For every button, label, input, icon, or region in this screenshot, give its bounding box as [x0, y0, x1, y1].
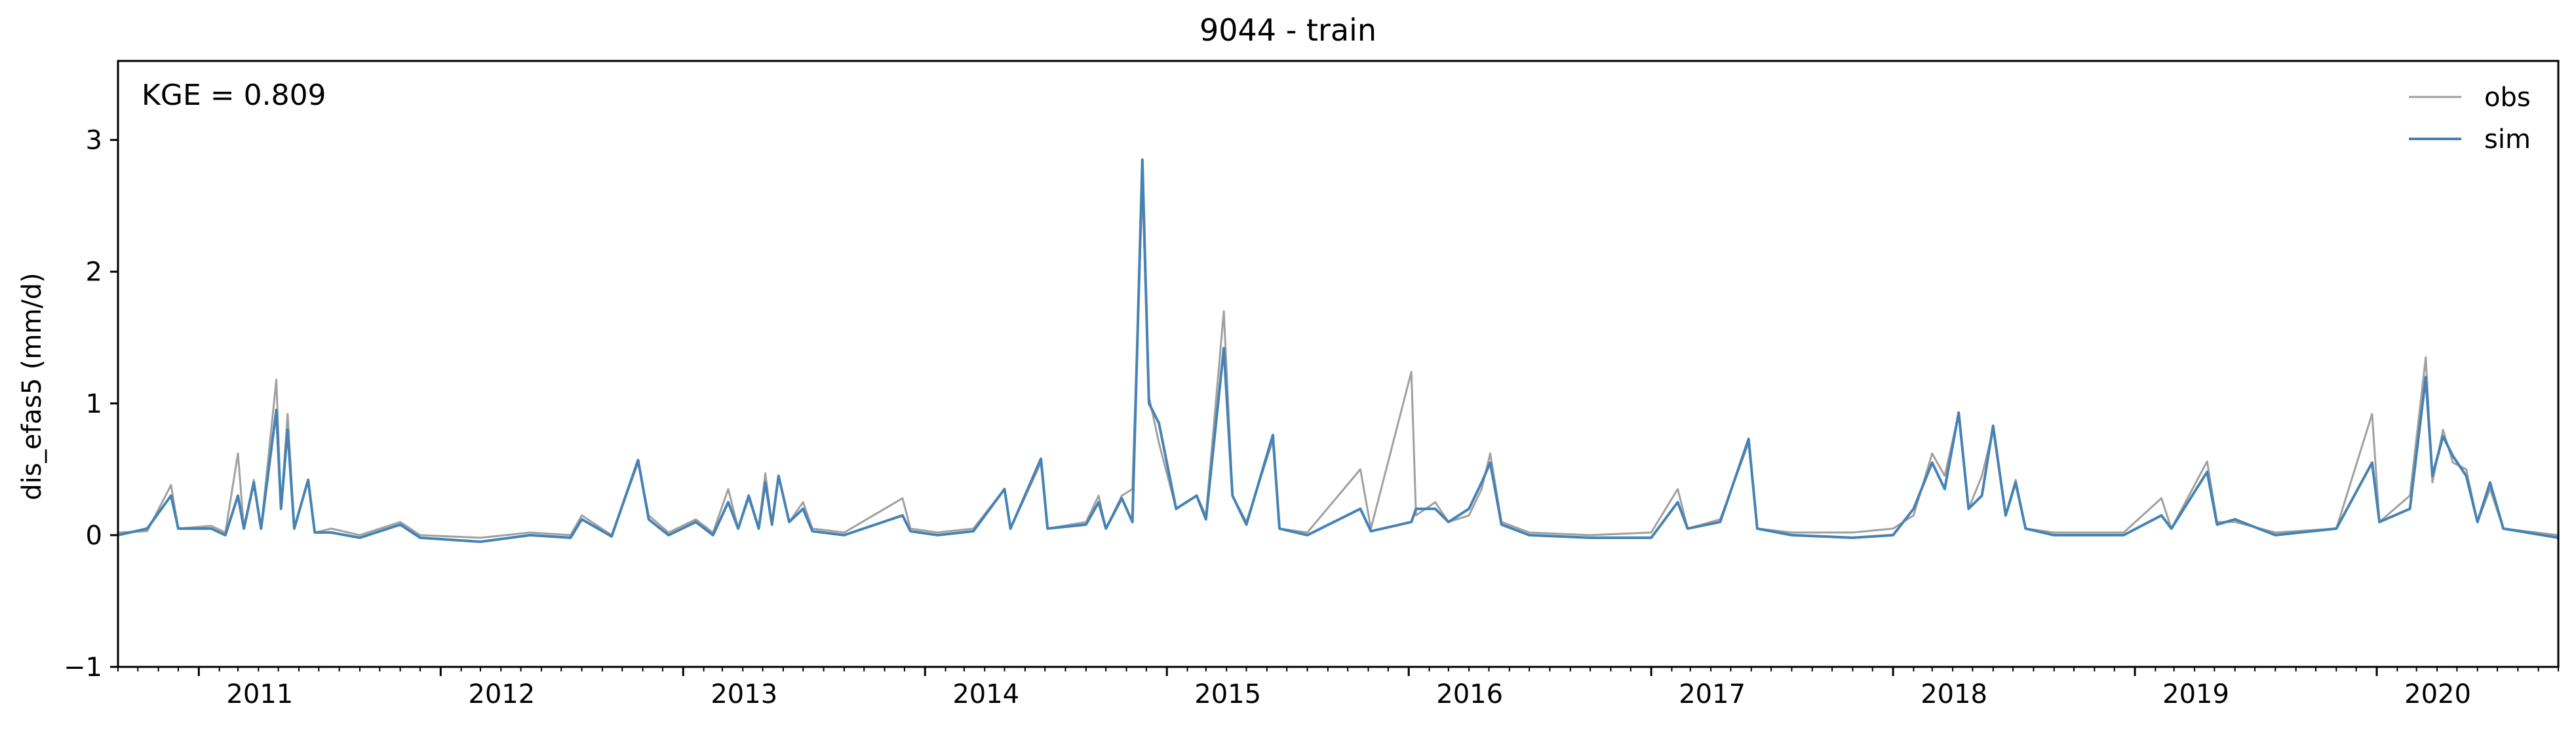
y-tick-label: 0	[86, 521, 102, 551]
legend-label-sim: sim	[2484, 124, 2531, 155]
x-tick-label: 2013	[711, 679, 777, 709]
chart-title: 9044 - train	[1200, 12, 1376, 48]
legend: obs sim	[2409, 83, 2531, 155]
x-tick-label: 2015	[1194, 679, 1261, 709]
x-tick-label: 2018	[1921, 679, 1987, 709]
series-line-sim	[117, 158, 2559, 543]
x-tick-label: 2020	[2404, 679, 2471, 709]
y-tick-label: 2	[86, 257, 102, 288]
axis-layer: −1 0 1 2 3 2011 2012 2013 2014 2015 2016 2017 2018 20…	[64, 126, 2559, 709]
legend-label-obs: obs	[2484, 83, 2531, 113]
x-tick-label: 2014	[952, 679, 1019, 709]
plot-frame	[117, 60, 2560, 668]
x-tick-label: 2019	[2162, 679, 2229, 709]
y-tick-label: 3	[86, 126, 102, 156]
x-tick-label: 2012	[468, 679, 535, 709]
kge-annotation: KGE = 0.809	[142, 79, 326, 112]
x-tick-label: 2011	[226, 679, 293, 709]
y-tick-label: 1	[86, 389, 102, 419]
y-axis-label: dis_efas5 (mm/d)	[17, 273, 47, 500]
series-layer	[117, 158, 2559, 543]
y-tick-label: −1	[64, 652, 102, 683]
x-tick-label: 2017	[1679, 679, 1746, 709]
x-tick-label: 2016	[1436, 679, 1503, 709]
series-line-obs	[117, 185, 2559, 539]
